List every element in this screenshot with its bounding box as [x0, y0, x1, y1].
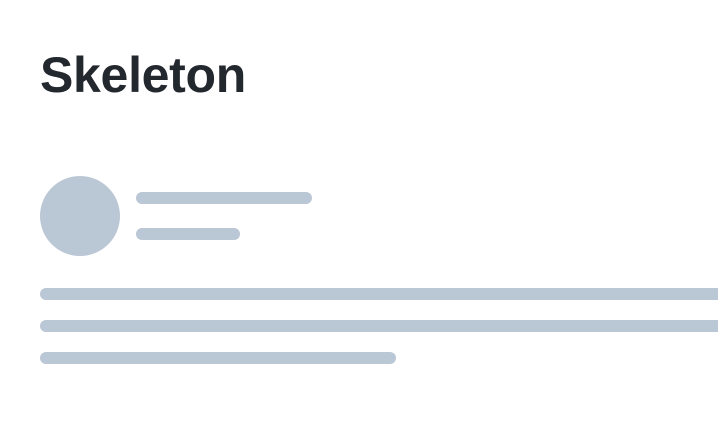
skeleton-header-line — [136, 228, 240, 240]
skeleton-avatar — [40, 176, 120, 256]
page-title: Skeleton — [40, 47, 246, 103]
skeleton-header-line — [136, 192, 312, 204]
skeleton-body-line — [40, 320, 718, 332]
skeleton-body-line — [40, 288, 718, 300]
skeleton-body-line — [40, 352, 396, 364]
